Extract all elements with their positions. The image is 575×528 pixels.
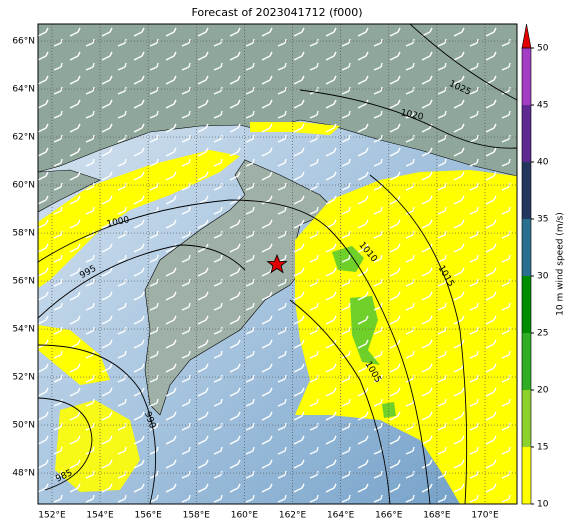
- axes: 152°E 154°E 156°E 158°E 160°E 162°E 164°E 166°E…: [12, 37, 499, 521]
- lat-tick-label: 52°N: [12, 373, 35, 383]
- colorbar-segment: [522, 162, 531, 219]
- colorbar-tick-label: 40: [537, 158, 549, 168]
- colorbar-extend: [521, 23, 532, 49]
- colorbar-tick-label: 50: [537, 44, 549, 54]
- lon-tick-label: 152°E: [38, 511, 66, 521]
- lat-tick-label: 54°N: [12, 325, 35, 335]
- colorbar-tick-label: 45: [537, 101, 548, 111]
- map-title: Forecast of 2023041712 (f000): [191, 6, 362, 19]
- isobar: [38, 199, 431, 504]
- grid: [38, 24, 517, 504]
- lon-tick-label: 154°E: [86, 511, 114, 521]
- isobar-label: 1000: [106, 215, 131, 230]
- lon-tick-label: 170°E: [471, 511, 499, 521]
- colorbar-segment: [522, 105, 531, 162]
- colorbar-tick-label: 10: [537, 500, 549, 510]
- lat-tick-label: 56°N: [12, 277, 35, 287]
- lon-tick-label: 160°E: [231, 511, 259, 521]
- colorbar-tick-label: 15: [537, 443, 548, 453]
- lon-tick-label: 166°E: [375, 511, 403, 521]
- colorbar-segment: [522, 219, 531, 276]
- lon-tick-label: 156°E: [134, 511, 162, 521]
- lon-tick-label: 168°E: [423, 511, 451, 521]
- colorbar-tick-label: 20: [537, 386, 549, 396]
- isobar: [299, 89, 517, 149]
- colorbar-tick-label: 35: [537, 215, 548, 225]
- colorbar: 10 15 20 25 30 35 40 45 50: [521, 23, 549, 510]
- map-area: 1025 1020 1000 995 1010 1015 1005 990 98…: [38, 24, 517, 504]
- colorbar-tick-label: 30: [537, 272, 549, 282]
- isobar: [409, 24, 517, 101]
- colorbar-segment: [522, 276, 531, 333]
- isobar: [369, 174, 468, 504]
- lon-tick-label: 158°E: [183, 511, 211, 521]
- lat-tick-label: 64°N: [12, 85, 35, 95]
- lat-tick-label: 50°N: [12, 421, 35, 431]
- location-star: [266, 253, 288, 274]
- colorbar-segment: [522, 48, 531, 105]
- isobar-label: 1020: [400, 108, 425, 123]
- lat-tick-label: 62°N: [12, 133, 35, 143]
- isobar: [38, 244, 246, 319]
- lon-tick-label: 162°E: [279, 511, 307, 521]
- colorbar-segment: [522, 333, 531, 390]
- isobar: [289, 299, 391, 504]
- map-frame: [37, 23, 518, 505]
- isobar: [38, 344, 157, 504]
- lat-tick-label: 60°N: [12, 181, 35, 191]
- lat-tick-label: 66°N: [12, 37, 35, 47]
- colorbar-segment: [522, 390, 531, 447]
- colorbar-label: 10 m wind speed (m/s): [556, 212, 566, 316]
- lon-tick-label: 164°E: [327, 511, 355, 521]
- lat-tick-label: 58°N: [12, 229, 35, 239]
- colorbar-tick-label: 25: [537, 329, 548, 339]
- isobar: [38, 397, 93, 491]
- lat-tick-label: 48°N: [12, 469, 35, 479]
- colorbar-segment: [522, 447, 531, 504]
